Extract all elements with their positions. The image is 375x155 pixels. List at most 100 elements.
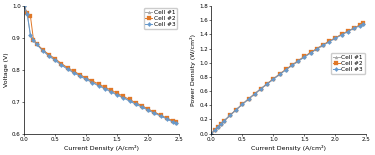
Cell #1 [78,75,82,77]
Cell #1 [346,30,350,32]
Legend: Cell #1, Cell #2, Cell #3: Cell #1, Cell #2, Cell #3 [144,8,177,29]
Line: Cell #3: Cell #3 [22,5,178,125]
Cell #2 [271,78,276,80]
Cell #1 [90,81,94,83]
Cell #3 [47,55,51,57]
Cell #3 [96,85,101,87]
Cell #2 [278,73,282,75]
Cell #2 [209,133,214,135]
Cell #3 [308,52,313,54]
Cell #1 [165,117,169,119]
Cell #1 [361,23,366,24]
Cell #3 [339,34,344,36]
Cell #1 [53,59,57,61]
Cell #3 [253,93,257,95]
Cell #1 [174,122,178,124]
Cell #3 [28,34,33,36]
Cell #1 [339,34,344,35]
Cell #1 [171,121,175,122]
Cell #2 [28,15,33,17]
Cell #3 [72,72,76,74]
Cell #2 [296,60,300,62]
Cell #1 [152,112,157,113]
Cell #3 [59,64,64,66]
Cell #1 [290,64,294,66]
Cell #1 [40,49,45,51]
Cell #2 [134,102,138,104]
Cell #1 [31,39,36,41]
Cell #1 [28,34,33,36]
Cell #3 [333,37,338,39]
Cell #2 [240,103,245,105]
Cell #1 [327,40,332,42]
Cell #2 [127,99,132,100]
Cell #3 [346,31,350,33]
Cell #1 [352,27,356,29]
Cell #2 [40,49,45,51]
Cell #3 [212,129,217,131]
Cell #1 [296,60,300,62]
Cell #3 [321,44,325,46]
Cell #1 [121,96,126,98]
Cell #2 [321,44,325,46]
Cell #1 [358,24,363,26]
Cell #2 [290,64,294,66]
Cell #2 [265,83,270,84]
Cell #1 [209,133,214,135]
Cell #2 [140,105,144,106]
Cell #1 [219,123,223,125]
Cell #2 [31,39,36,41]
Cell #3 [296,60,300,62]
Cell #2 [102,86,107,88]
Line: Cell #1: Cell #1 [22,5,178,124]
Cell #3 [290,64,294,66]
Cell #1 [234,109,238,111]
Cell #3 [327,41,332,43]
Cell #1 [308,52,313,54]
Cell #3 [302,56,307,58]
Cell #3 [165,118,169,120]
Cell #3 [234,109,238,111]
Cell #1 [140,106,144,107]
Cell #2 [219,123,223,125]
Cell #2 [96,83,101,85]
Cell #3 [259,88,263,90]
Cell #3 [158,115,163,117]
Cell #1 [284,69,288,71]
Cell #1 [127,100,132,101]
Cell #3 [140,106,144,108]
Cell #1 [47,55,51,56]
Cell #2 [115,92,119,94]
Cell #3 [171,121,175,123]
Cell #3 [222,120,226,122]
Cell #1 [215,126,220,128]
Cell #1 [278,73,282,75]
Cell #2 [25,12,30,14]
Cell #1 [265,83,270,85]
Cell #1 [271,78,276,80]
Cell #2 [352,27,356,29]
Cell #2 [171,120,175,122]
Cell #2 [109,89,113,91]
Cell #3 [361,23,366,25]
Cell #1 [333,37,338,39]
Cell #2 [327,40,332,42]
Cell #2 [165,117,169,119]
Cell #1 [115,93,119,95]
Y-axis label: Voltage (V): Voltage (V) [4,53,9,87]
Cell #2 [72,70,76,72]
Cell #2 [22,5,26,7]
Cell #1 [302,56,307,58]
Cell #2 [47,54,51,55]
X-axis label: Current Density (A/cm²): Current Density (A/cm²) [64,145,139,151]
Cell #2 [90,80,94,82]
Cell #3 [209,133,214,135]
Cell #2 [333,37,338,39]
Cell #1 [102,87,107,89]
Cell #2 [212,129,217,131]
Cell #1 [222,120,226,122]
Cell #3 [53,59,57,61]
Cell #2 [228,114,232,116]
Cell #3 [90,82,94,84]
Cell #3 [40,50,45,52]
